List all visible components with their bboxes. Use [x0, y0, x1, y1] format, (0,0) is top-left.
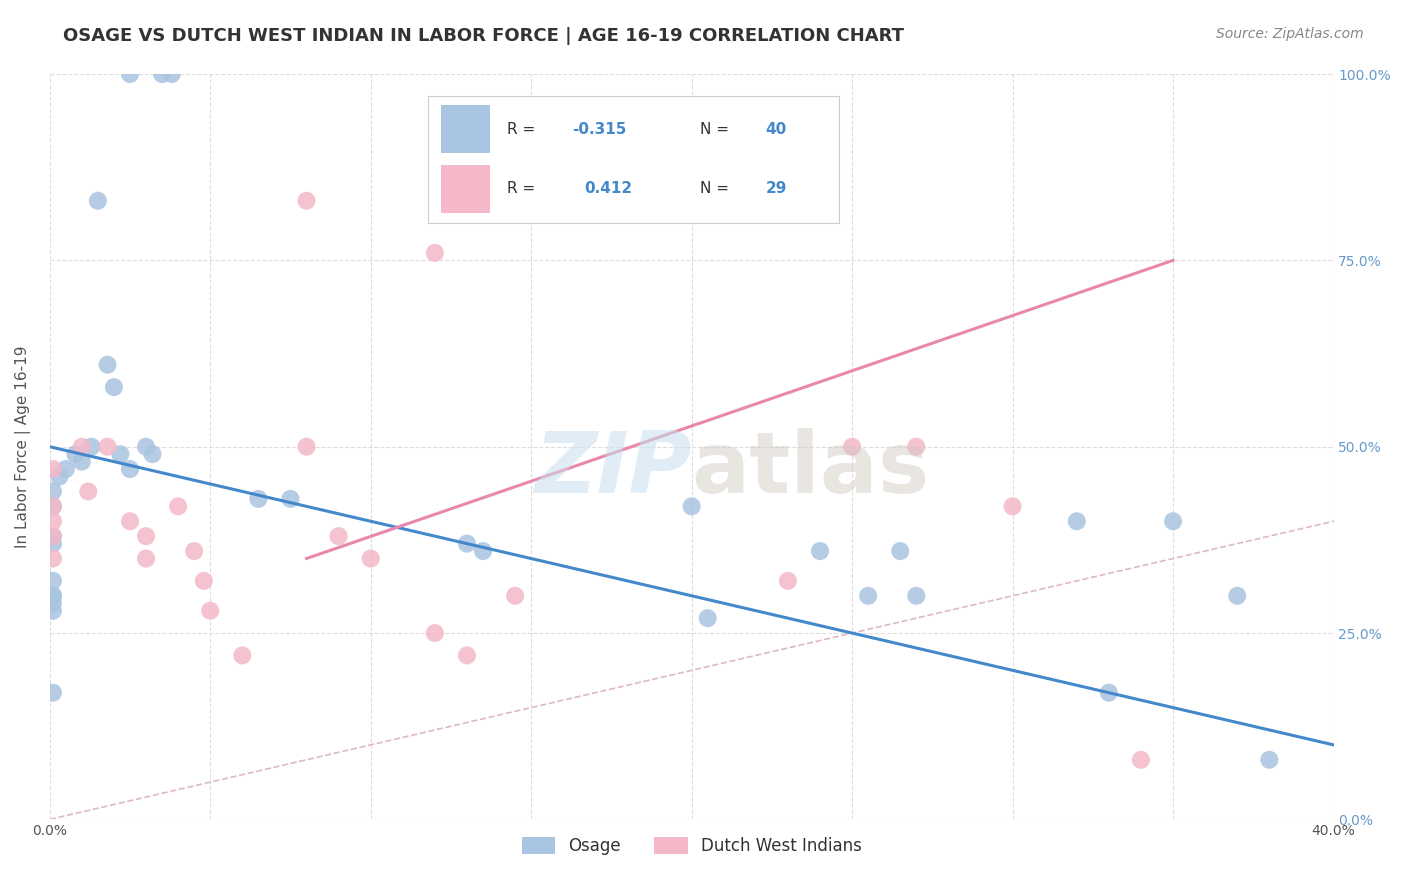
- Point: [1161, 514, 1184, 528]
- Point: [456, 648, 478, 663]
- Point: [42, 462, 65, 476]
- Point: [905, 589, 928, 603]
- Point: [42, 529, 65, 543]
- Point: [1226, 589, 1249, 603]
- Point: [77, 484, 100, 499]
- Point: [1129, 753, 1152, 767]
- Point: [96, 358, 118, 372]
- Point: [1098, 686, 1121, 700]
- Point: [423, 246, 446, 260]
- Point: [42, 686, 65, 700]
- Point: [280, 491, 302, 506]
- Point: [42, 589, 65, 603]
- Point: [776, 574, 799, 588]
- Point: [167, 500, 190, 514]
- Point: [42, 551, 65, 566]
- Point: [193, 574, 215, 588]
- Point: [141, 447, 163, 461]
- Point: [681, 500, 703, 514]
- Point: [70, 455, 93, 469]
- Point: [118, 67, 141, 81]
- Point: [48, 469, 70, 483]
- Point: [135, 529, 157, 543]
- Point: [295, 194, 318, 208]
- Point: [80, 440, 103, 454]
- Point: [96, 440, 118, 454]
- Point: [42, 500, 65, 514]
- Text: ZIP: ZIP: [534, 427, 692, 510]
- Point: [905, 440, 928, 454]
- Point: [42, 589, 65, 603]
- Point: [200, 604, 222, 618]
- Point: [231, 648, 253, 663]
- Point: [841, 440, 863, 454]
- Point: [360, 551, 382, 566]
- Text: OSAGE VS DUTCH WEST INDIAN IN LABOR FORCE | AGE 16-19 CORRELATION CHART: OSAGE VS DUTCH WEST INDIAN IN LABOR FORC…: [63, 27, 904, 45]
- Legend: Osage, Dutch West Indians: Osage, Dutch West Indians: [513, 829, 870, 863]
- Point: [247, 491, 270, 506]
- Point: [70, 440, 93, 454]
- Point: [1066, 514, 1088, 528]
- Point: [42, 604, 65, 618]
- Point: [118, 462, 141, 476]
- Point: [183, 544, 205, 558]
- Point: [135, 551, 157, 566]
- Point: [160, 67, 183, 81]
- Point: [150, 67, 173, 81]
- Point: [42, 500, 65, 514]
- Point: [42, 536, 65, 550]
- Y-axis label: In Labor Force | Age 16-19: In Labor Force | Age 16-19: [15, 345, 31, 548]
- Point: [103, 380, 125, 394]
- Point: [42, 514, 65, 528]
- Point: [42, 596, 65, 610]
- Point: [856, 589, 879, 603]
- Point: [456, 536, 478, 550]
- Point: [55, 462, 77, 476]
- Point: [1258, 753, 1281, 767]
- Point: [808, 544, 831, 558]
- Point: [65, 447, 87, 461]
- Text: atlas: atlas: [692, 427, 929, 510]
- Point: [42, 484, 65, 499]
- Point: [696, 611, 718, 625]
- Point: [503, 589, 526, 603]
- Point: [295, 440, 318, 454]
- Point: [889, 544, 911, 558]
- Point: [472, 544, 495, 558]
- Text: Source: ZipAtlas.com: Source: ZipAtlas.com: [1216, 27, 1364, 41]
- Point: [118, 514, 141, 528]
- Point: [328, 529, 350, 543]
- Point: [42, 529, 65, 543]
- Point: [110, 447, 132, 461]
- Point: [135, 440, 157, 454]
- Point: [1001, 500, 1024, 514]
- Point: [423, 626, 446, 640]
- Point: [42, 574, 65, 588]
- Point: [87, 194, 110, 208]
